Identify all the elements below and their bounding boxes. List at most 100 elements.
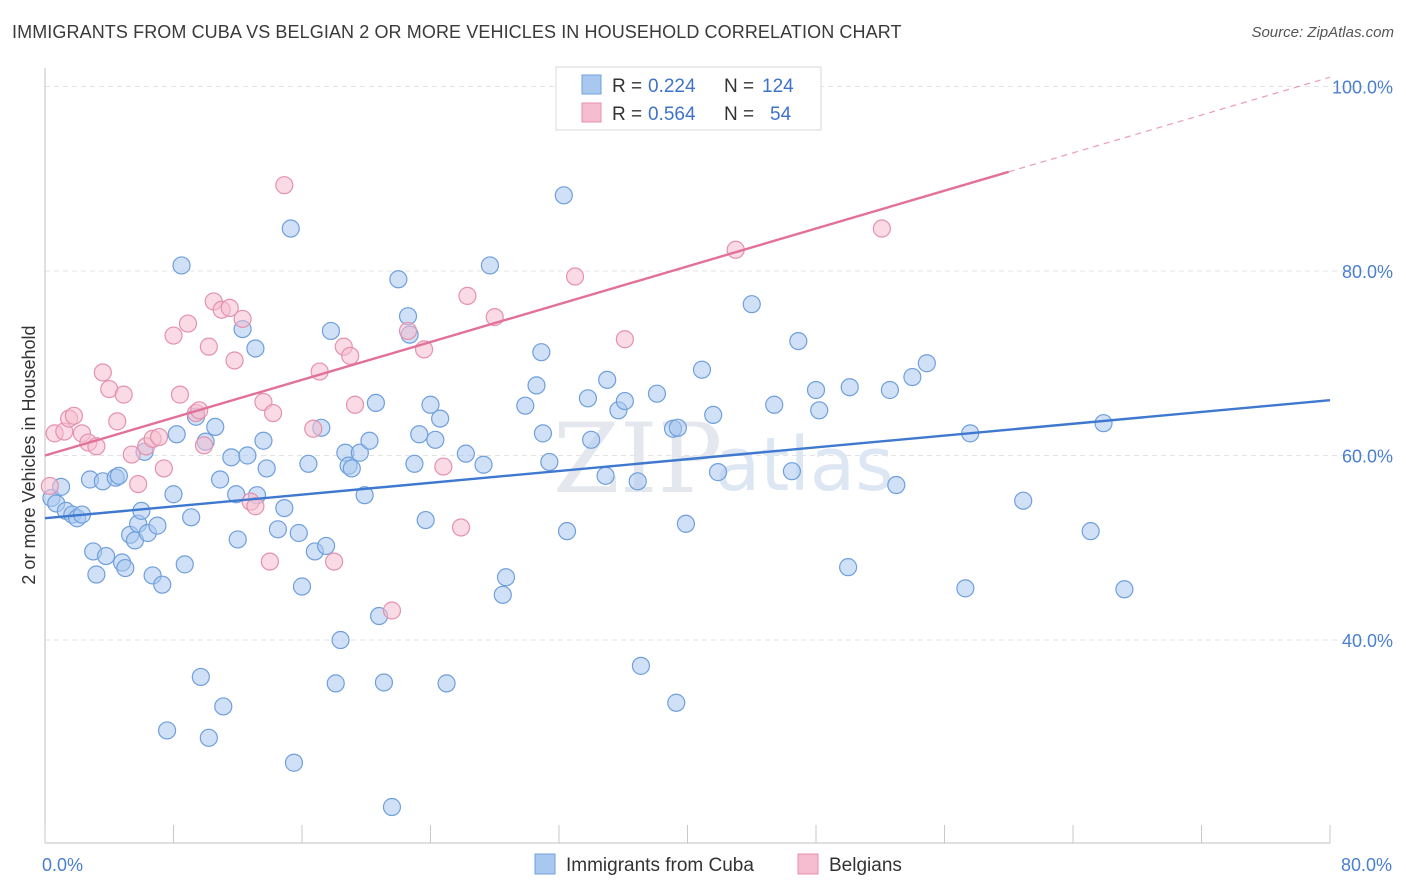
legend-r-label-cuba: R = <box>612 76 642 97</box>
watermark: ZIP atlas <box>553 403 894 515</box>
data-point <box>225 351 244 370</box>
data-point <box>87 565 106 584</box>
data-point <box>437 674 456 693</box>
data-point <box>839 558 858 577</box>
data-point <box>956 579 975 598</box>
data-point <box>1014 491 1033 510</box>
data-point <box>321 321 341 341</box>
data-point <box>153 575 172 594</box>
data-point <box>154 459 173 478</box>
data-point <box>434 457 453 476</box>
data-point <box>304 419 323 438</box>
data-point <box>178 314 198 333</box>
legend-box: R = 0.224 N = 124 R = 0.564 N = 54 <box>555 66 822 131</box>
data-point <box>389 270 408 289</box>
data-point <box>341 346 360 365</box>
data-point <box>263 403 283 423</box>
data-point <box>199 728 218 747</box>
y-tick-label: 60.0% <box>1342 447 1393 467</box>
data-point <box>350 443 369 462</box>
data-point <box>360 431 379 450</box>
data-point <box>172 256 191 275</box>
data-point <box>149 427 169 447</box>
data-point <box>214 697 233 716</box>
data-point <box>426 430 445 449</box>
data-point <box>325 552 344 571</box>
data-point <box>199 337 218 356</box>
data-point <box>578 389 598 408</box>
data-point <box>398 321 418 341</box>
data-point <box>260 552 279 571</box>
data-point <box>554 186 573 205</box>
data-point <box>355 486 374 505</box>
data-point <box>210 470 230 489</box>
data-point <box>667 693 686 712</box>
bottom-legend-swatch-belgians <box>797 853 819 875</box>
legend-swatch-belgians <box>581 102 602 123</box>
series-immigrants-from-cuba-points <box>42 186 1134 817</box>
data-point <box>540 452 559 472</box>
data-point <box>496 568 516 587</box>
data-point <box>191 667 210 687</box>
data-point <box>233 309 252 329</box>
data-point <box>516 396 535 415</box>
watermark-atlas: atlas <box>715 422 894 508</box>
data-point <box>704 405 723 425</box>
data-point <box>220 298 239 317</box>
data-point <box>533 424 553 443</box>
chart-source: Source: ZipAtlas.com <box>1251 24 1394 41</box>
data-point <box>527 376 546 395</box>
data-point <box>628 472 647 491</box>
data-point <box>765 395 784 414</box>
x-tick-label: 80.0% <box>1341 855 1392 875</box>
data-point <box>582 430 601 449</box>
data-point <box>182 508 201 527</box>
data-point <box>116 558 135 578</box>
bottom-legend-swatch-cuba <box>534 853 556 875</box>
data-point <box>206 417 225 436</box>
data-point <box>692 360 712 379</box>
data-point <box>708 463 728 482</box>
axes <box>44 68 1331 844</box>
legend-r-label-belgians: R = <box>612 104 642 125</box>
data-point <box>903 367 922 387</box>
data-point <box>615 330 634 349</box>
tick-labels: 40.0% 60.0% 80.0% 100.0% 0.0% 80.0% <box>42 77 1393 875</box>
data-point <box>238 446 257 465</box>
y-tick-label: 40.0% <box>1342 631 1393 651</box>
data-point <box>456 444 475 463</box>
data-point <box>431 409 450 428</box>
data-point <box>382 601 402 620</box>
data-point <box>668 418 687 437</box>
trend-line-dashed-1 <box>1008 76 1331 173</box>
data-point <box>257 459 276 478</box>
data-point <box>275 176 294 195</box>
data-point <box>96 546 116 566</box>
data-point <box>493 585 512 604</box>
data-point <box>281 219 300 238</box>
data-point <box>275 498 294 518</box>
data-point <box>615 391 634 411</box>
data-point <box>345 395 365 414</box>
data-point <box>1081 522 1100 541</box>
data-point <box>598 370 617 389</box>
data-point <box>631 656 651 675</box>
legend-n-value-belgians: 54 <box>770 104 792 125</box>
data-point <box>109 466 128 485</box>
data-point <box>222 448 241 467</box>
data-point <box>164 326 183 345</box>
data-point <box>565 267 585 286</box>
data-point <box>122 445 141 464</box>
data-point <box>410 425 429 444</box>
bottom-legend-label-cuba: Immigrants from Cuba <box>566 855 754 876</box>
data-point <box>872 219 891 238</box>
data-point <box>917 354 936 373</box>
data-point <box>806 380 826 400</box>
data-point <box>416 510 435 530</box>
data-point <box>887 475 906 495</box>
trend-line-1 <box>44 170 1010 457</box>
y-tick-label: 100.0% <box>1332 77 1393 97</box>
chart-title: IMMIGRANTS FROM CUBA VS BELGIAN 2 OR MOR… <box>12 22 902 42</box>
data-point <box>474 455 493 474</box>
data-point <box>880 380 899 400</box>
